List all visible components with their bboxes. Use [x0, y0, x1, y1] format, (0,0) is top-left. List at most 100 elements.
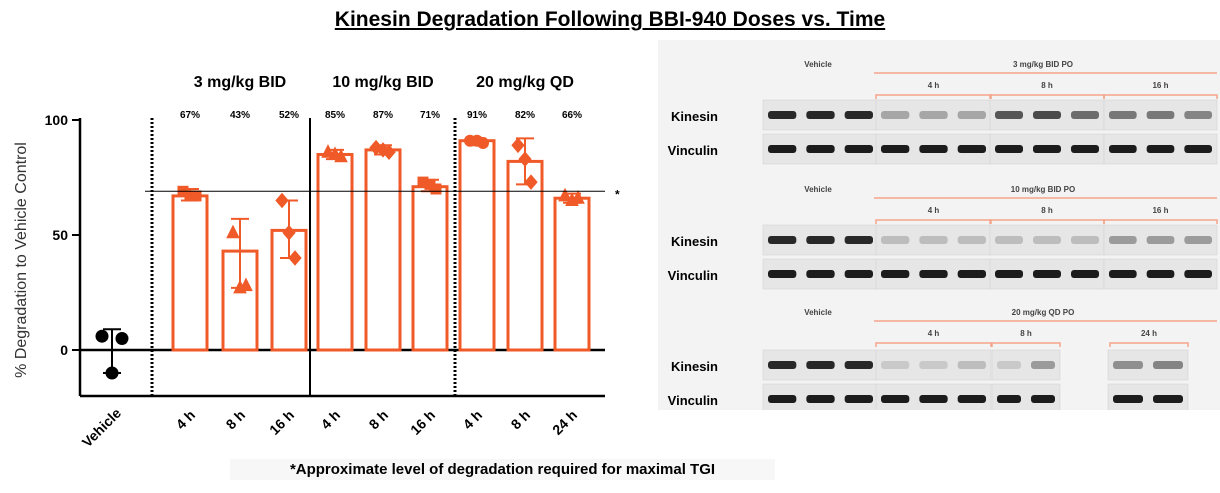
data-point	[558, 187, 572, 202]
blot-band	[768, 111, 797, 119]
blot-band	[844, 145, 873, 153]
blot-band	[1071, 145, 1099, 153]
blot-band	[1184, 236, 1212, 244]
timepoint-label: 8 h	[1020, 329, 1032, 338]
x-tick-label: 24 h	[549, 407, 580, 438]
bar-group	[316, 144, 354, 352]
x-tick-label: 8 h	[365, 407, 391, 433]
blot-band	[881, 111, 910, 119]
blot-band	[1113, 395, 1143, 403]
blot-band	[881, 395, 910, 403]
blot-band	[768, 361, 797, 369]
blot-band	[1033, 236, 1061, 244]
blot-band	[1109, 145, 1137, 153]
blot-band	[919, 111, 948, 119]
timepoint-bracket	[1103, 219, 1218, 224]
blot-band	[1109, 270, 1137, 278]
bar	[458, 139, 496, 352]
percent-label: 71%	[420, 110, 440, 121]
blot-band	[1184, 111, 1212, 119]
y-tick-label: 100	[45, 112, 69, 128]
blot-band	[1113, 361, 1143, 369]
blot-band	[1071, 236, 1099, 244]
threshold-marker: *	[615, 187, 620, 201]
x-tick-label: 8 h	[222, 407, 248, 433]
blot-band	[1109, 236, 1137, 244]
data-point	[275, 192, 289, 209]
blot-band	[1031, 361, 1055, 369]
percent-label: 43%	[230, 110, 250, 121]
blot-row-label: Vinculin	[668, 143, 718, 158]
blot-band	[1031, 395, 1055, 403]
blot-band	[1033, 145, 1061, 153]
blot-panel: Vehicle 3 mg/kg BID PO 4 h 8 h 16 h Kinesin Vi…	[668, 60, 1218, 165]
blot-band	[995, 270, 1023, 278]
bar	[171, 194, 209, 352]
footnote: *Approximate level of degradation requir…	[230, 459, 775, 480]
blot-band	[997, 361, 1021, 369]
blot-band	[844, 236, 873, 244]
x-tick-label: 16 h	[407, 407, 438, 438]
blot-band	[1184, 145, 1212, 153]
blot-band	[844, 395, 873, 403]
percent-label: 91%	[467, 110, 487, 121]
blot-band	[806, 145, 835, 153]
dose-label: 20 mg/kg QD PO	[1012, 308, 1075, 317]
blot-row-label: Kinesin	[671, 234, 718, 249]
blot-band	[1146, 145, 1175, 153]
data-point	[524, 174, 538, 190]
blot-band	[957, 395, 986, 403]
dose-label: 10 mg/kg BID PO	[1011, 185, 1075, 194]
blot-band	[957, 270, 986, 278]
blot-band	[881, 270, 910, 278]
bar	[553, 196, 591, 352]
timepoint-label: 16 h	[1152, 81, 1168, 90]
blot-band	[806, 236, 835, 244]
blot-band	[957, 111, 986, 119]
x-tick-label: 4 h	[459, 407, 485, 433]
blot-band	[806, 395, 835, 403]
bar	[506, 159, 544, 352]
blot-band	[957, 361, 986, 369]
data-point	[376, 142, 390, 158]
y-axis-label: % Degradation to Vehicle Control	[13, 142, 30, 378]
bar	[316, 153, 354, 352]
x-tick-label: 4 h	[317, 407, 343, 433]
group-label: 10 mg/kg BID	[332, 74, 433, 91]
vehicle-point	[105, 366, 119, 380]
timepoint-label: 8 h	[1041, 81, 1053, 90]
data-point	[328, 146, 342, 160]
percent-label: 66%	[562, 110, 582, 121]
y-tick-label: 0	[60, 342, 68, 358]
data-point	[184, 190, 196, 202]
blot-panel: Vehicle 10 mg/kg BID PO 4 h 8 h 16 h Kinesin V…	[668, 185, 1218, 290]
timepoint-bracket	[875, 342, 992, 347]
bar-group	[364, 139, 402, 352]
timepoint-bracket	[1109, 342, 1189, 347]
timepoint-label: 8 h	[1041, 206, 1053, 215]
percent-label: 67%	[180, 110, 200, 121]
vehicle-label: Vehicle	[804, 60, 832, 69]
blot-band	[768, 270, 797, 278]
blot-band	[844, 111, 873, 119]
vehicle-point	[95, 329, 109, 343]
blot-band	[995, 145, 1023, 153]
blot-band	[995, 236, 1023, 244]
blot-band	[919, 270, 948, 278]
blot-band	[806, 270, 835, 278]
blot-band	[919, 361, 948, 369]
bar-group	[411, 176, 449, 352]
blot-band	[1071, 111, 1099, 119]
x-tick-label: Vehicle	[79, 405, 125, 451]
timepoint-bracket	[875, 219, 992, 224]
timepoint-bracket	[1103, 94, 1218, 99]
bar-group	[506, 137, 544, 352]
bar-group	[221, 217, 259, 352]
vehicle-point	[115, 332, 129, 345]
blot-band	[957, 236, 986, 244]
blot-band	[844, 270, 873, 278]
timepoint-label: 16 h	[1152, 206, 1168, 215]
blot-row-label: Vinculin	[668, 268, 718, 283]
blot-band	[768, 395, 797, 403]
vehicle-label: Vehicle	[804, 185, 832, 194]
